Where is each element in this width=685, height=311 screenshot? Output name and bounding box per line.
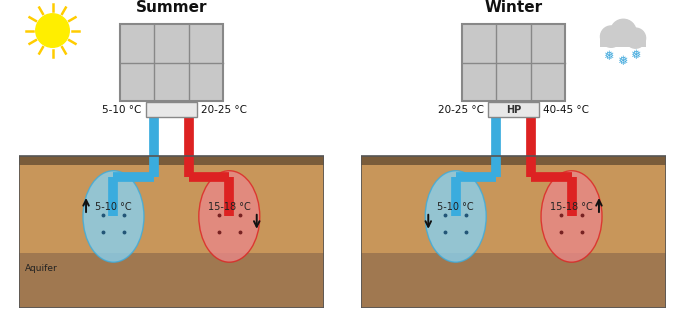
FancyBboxPatch shape bbox=[488, 102, 539, 118]
Text: 20-25 °C: 20-25 °C bbox=[201, 105, 247, 115]
Text: 15-18 °C: 15-18 °C bbox=[208, 202, 251, 212]
FancyBboxPatch shape bbox=[19, 165, 324, 253]
Text: 40-45 °C: 40-45 °C bbox=[543, 105, 589, 115]
Text: 5-10 °C: 5-10 °C bbox=[438, 202, 474, 212]
Text: Winter: Winter bbox=[484, 0, 543, 15]
FancyBboxPatch shape bbox=[462, 25, 565, 101]
Ellipse shape bbox=[425, 171, 486, 262]
Circle shape bbox=[625, 28, 645, 48]
Text: 5-10 °C: 5-10 °C bbox=[102, 105, 142, 115]
FancyBboxPatch shape bbox=[361, 156, 666, 165]
Circle shape bbox=[36, 14, 69, 47]
Text: 20-25 °C: 20-25 °C bbox=[438, 105, 484, 115]
FancyBboxPatch shape bbox=[120, 25, 223, 101]
Text: Aquifer: Aquifer bbox=[25, 264, 58, 273]
FancyBboxPatch shape bbox=[601, 37, 645, 47]
Text: HP: HP bbox=[506, 105, 521, 115]
Circle shape bbox=[610, 19, 636, 45]
Text: ❅: ❅ bbox=[603, 50, 613, 63]
Circle shape bbox=[601, 26, 622, 47]
FancyBboxPatch shape bbox=[361, 165, 666, 253]
FancyBboxPatch shape bbox=[19, 253, 324, 308]
FancyBboxPatch shape bbox=[361, 253, 666, 308]
Text: ❅: ❅ bbox=[616, 54, 627, 67]
Text: Summer: Summer bbox=[136, 0, 207, 15]
Ellipse shape bbox=[83, 171, 144, 262]
FancyBboxPatch shape bbox=[19, 156, 324, 165]
Ellipse shape bbox=[199, 171, 260, 262]
Text: 15-18 °C: 15-18 °C bbox=[550, 202, 593, 212]
FancyBboxPatch shape bbox=[146, 102, 197, 118]
Ellipse shape bbox=[541, 171, 602, 262]
Text: ❅: ❅ bbox=[630, 49, 640, 62]
Text: 5-10 °C: 5-10 °C bbox=[95, 202, 132, 212]
